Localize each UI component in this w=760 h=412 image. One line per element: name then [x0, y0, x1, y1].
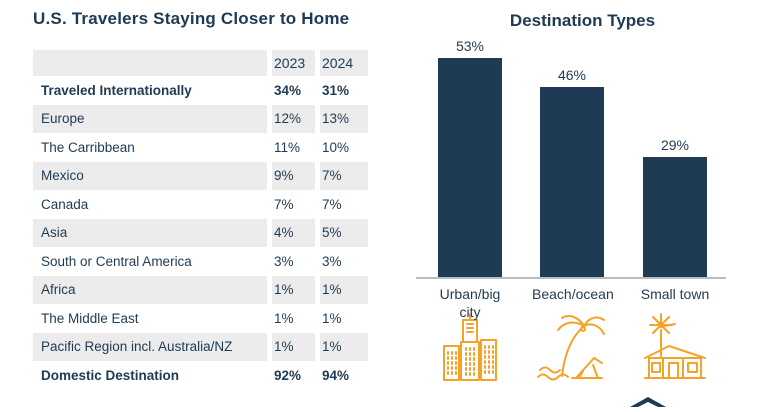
value-2024: 13%: [320, 104, 368, 133]
value-2024: 1%: [320, 332, 368, 361]
value-2023: 1%: [272, 332, 315, 361]
bar-value-label: 46%: [557, 67, 587, 83]
value-2023: 3%: [274, 253, 294, 269]
value-2024: 94%: [322, 367, 350, 383]
row-label: Asia: [33, 218, 267, 247]
category-label: Small town: [640, 286, 710, 302]
bar-1: [540, 87, 604, 277]
value-2023: 11%: [274, 139, 301, 155]
row-label: Mexico: [33, 161, 267, 190]
value-2023: 1%: [272, 275, 315, 304]
city-buildings-icon: [434, 312, 506, 390]
table-row: Pacific Region incl. Australia/NZ 1% 1%: [33, 332, 368, 361]
row-label: Domestic Destination: [41, 367, 180, 383]
table-row: Traveled Internationally 34% 31%: [33, 76, 368, 105]
table-title: U.S. Travelers Staying Closer to Home: [33, 9, 350, 28]
travelers-table: 2023 2024 Traveled Internationally 34% 31%…: [33, 50, 368, 390]
header-2023: 2023: [272, 50, 315, 76]
row-label: Europe: [33, 104, 267, 133]
row-label: Africa: [33, 275, 267, 304]
value-2024: 3%: [322, 253, 342, 269]
category-label: Urban/big city: [439, 286, 501, 321]
header-2024: 2024: [320, 50, 368, 76]
table-row: Asia 4% 5%: [33, 218, 368, 247]
row-label: Traveled Internationally: [41, 82, 192, 98]
table-header-row: 2023 2024: [33, 50, 368, 76]
row-label: South or Central America: [41, 253, 192, 269]
row-label: Pacific Region incl. Australia/NZ: [33, 332, 267, 361]
value-2023: 1%: [274, 310, 294, 326]
value-2024: 7%: [322, 196, 342, 212]
bar-0: [438, 58, 502, 277]
farmhouse-windmill-icon: [639, 312, 711, 390]
row-label: The Middle East: [41, 310, 139, 326]
table-row: Mexico 9% 7%: [33, 161, 368, 190]
x-axis-line: [416, 277, 726, 279]
chart-title: Destination Types: [509, 11, 656, 30]
value-2023: 7%: [274, 196, 294, 212]
category-label: Beach/ocean: [532, 286, 614, 302]
table-row: The Carribbean 11% 10%: [33, 133, 368, 162]
bar-value-label: 29%: [660, 137, 690, 153]
value-2024: 31%: [322, 82, 350, 98]
value-2023: 9%: [272, 161, 315, 190]
table-row: The Middle East 1% 1%: [33, 304, 368, 333]
value-2023: 12%: [272, 104, 315, 133]
table-row: South or Central America 3% 3%: [33, 247, 368, 276]
table-row: Canada 7% 7%: [33, 190, 368, 219]
value-2024: 7%: [320, 161, 368, 190]
palm-beach-icon: [536, 312, 608, 390]
bar-value-label: 53%: [455, 38, 485, 54]
value-2023: 92%: [274, 367, 302, 383]
row-label: Canada: [41, 196, 89, 212]
header-empty-cell: [33, 50, 267, 76]
row-label: The Carribbean: [41, 139, 135, 155]
bar-chart: Destination Types: [405, 0, 760, 407]
value-2024: 10%: [322, 139, 350, 155]
chevron-roof-icon: [630, 394, 666, 407]
value-2024: 5%: [320, 218, 368, 247]
table-row: Africa 1% 1%: [33, 275, 368, 304]
table-row: Europe 12% 13%: [33, 104, 368, 133]
travelers-table-body: Traveled Internationally 34% 31% Europe 12% 1…: [33, 76, 368, 390]
value-2023: 34%: [274, 82, 302, 98]
table-row: Domestic Destination 92% 94%: [33, 361, 368, 390]
bar-2: [643, 157, 707, 277]
value-2024: 1%: [320, 275, 368, 304]
value-2024: 1%: [322, 310, 342, 326]
value-2023: 4%: [272, 218, 315, 247]
